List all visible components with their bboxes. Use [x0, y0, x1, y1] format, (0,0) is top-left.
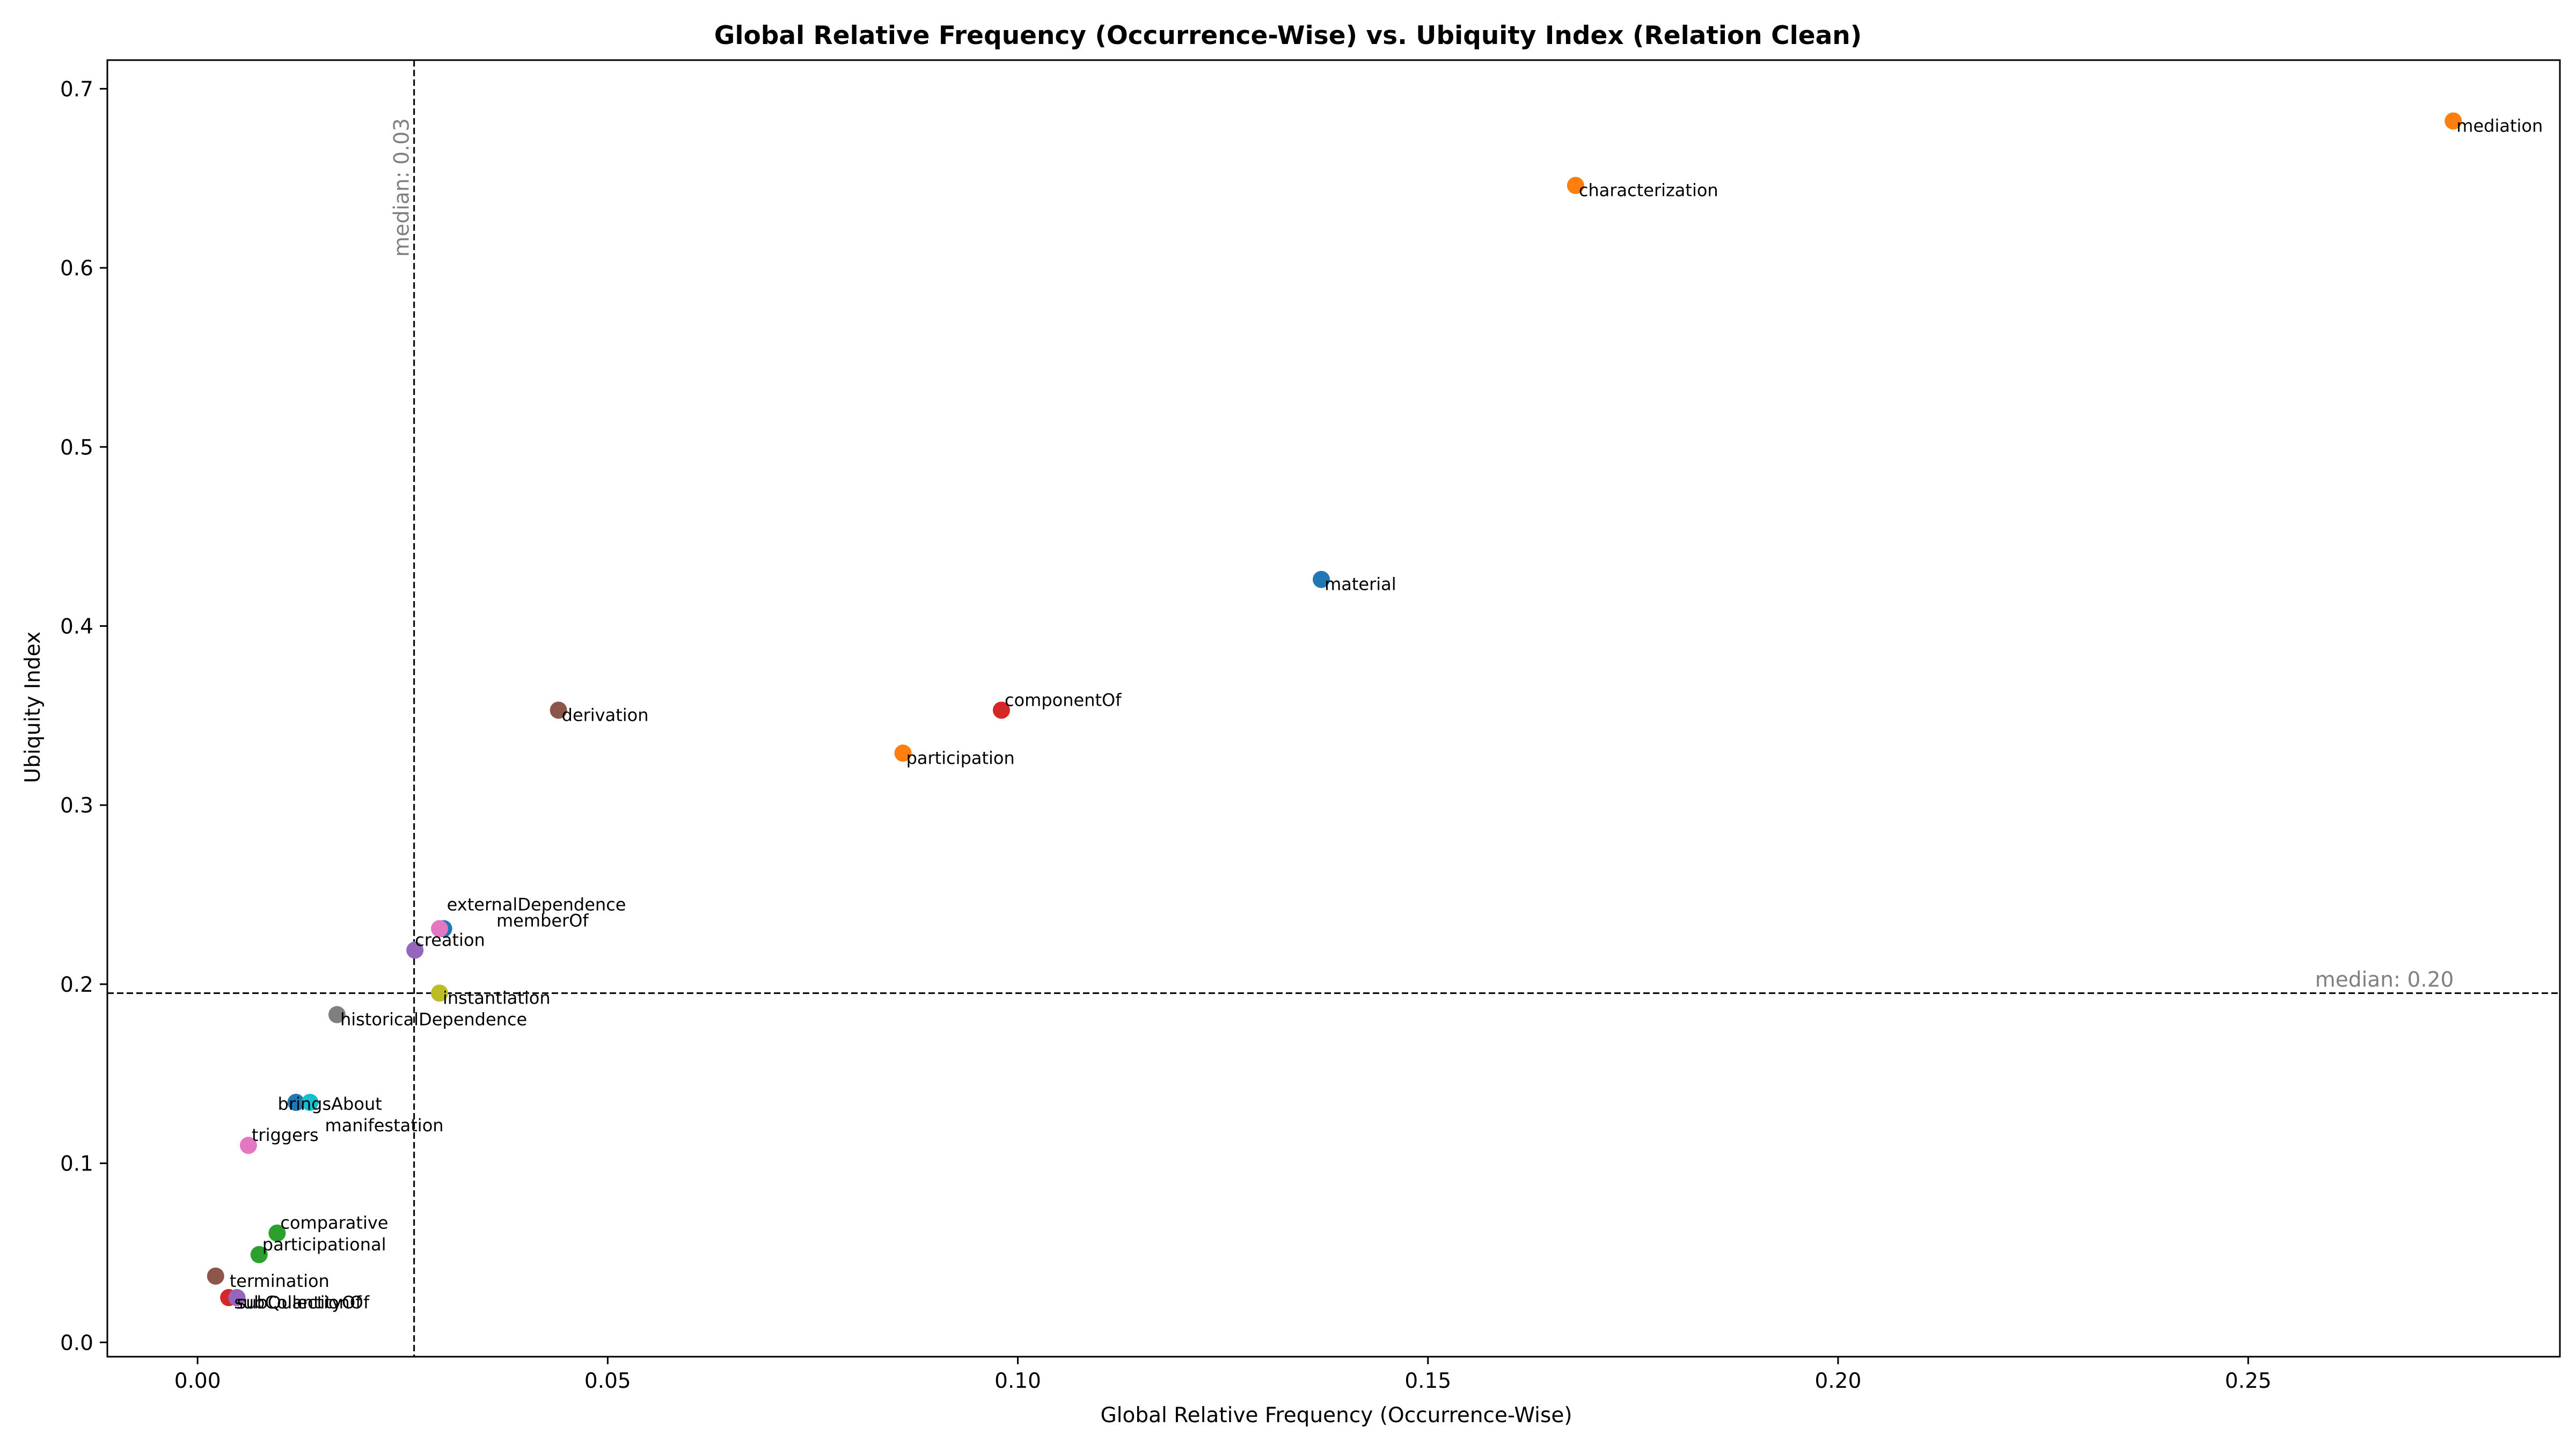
x-tick-label: 0.15: [1404, 1369, 1451, 1393]
point-mediation: [2445, 112, 2462, 130]
x-tick-label: 0.20: [1815, 1369, 1862, 1393]
chart-title: Global Relative Frequency (Occurrence-Wi…: [714, 21, 1862, 50]
point-memberOf: [431, 920, 449, 938]
point-label-mediation: mediation: [2456, 115, 2543, 136]
point-label-instantiation: instantiation: [443, 988, 551, 1008]
point-label-bringsAbout: bringsAbout: [278, 1094, 382, 1114]
point-label-componentOf: componentOf: [1005, 690, 1122, 710]
y-tick-label: 0.1: [60, 1152, 93, 1176]
point-instantiation: [431, 984, 449, 1002]
point-label-creation: creation: [415, 930, 485, 950]
point-label-termination: termination: [230, 1271, 330, 1291]
point-label-characterization: characterization: [1579, 180, 1718, 201]
x-tick-label: 0.25: [2225, 1369, 2272, 1393]
plot-area-frame: [106, 59, 2561, 1358]
point-label-historicalDependence: historicalDependence: [340, 1009, 527, 1030]
point-label-derivation: derivation: [562, 705, 649, 725]
point-label-participation: participation: [906, 748, 1015, 768]
axis-ticks: 0.00 0.05 0.10 0.15 0.20 0.25 0.0 0.1 0.2 0.3 0.4 0…: [60, 77, 2272, 1393]
y-tick-label: 0.3: [60, 794, 93, 818]
point-componentOf: [992, 701, 1010, 719]
point-label-comparative: comparative: [280, 1213, 388, 1233]
point-label-subQuantityOf: subQuantityOf: [237, 1292, 362, 1313]
point-triggers: [239, 1137, 257, 1154]
y-tick-label: 0.7: [60, 77, 93, 101]
median-lines: median: 0.03 median: 0.20: [107, 60, 2560, 1357]
point-bringsAbout: [287, 1094, 305, 1111]
point-label-externalDependence: externalDependence: [447, 894, 626, 914]
point-participation: [894, 744, 912, 762]
point-labels: mediation characterization material compone…: [230, 115, 2543, 1312]
median-y-label: median: 0.20: [2315, 968, 2454, 992]
point-subQuantityOf: [228, 1289, 246, 1306]
y-tick-label: 0.6: [60, 257, 93, 281]
data-points: [207, 112, 2462, 1306]
point-label-memberOf: memberOf: [496, 910, 589, 931]
point-participational: [250, 1246, 268, 1263]
y-tick-label: 0.2: [60, 973, 93, 997]
point-characterization: [1567, 177, 1584, 194]
median-x-label: median: 0.03: [390, 118, 414, 257]
point-manifestation: [301, 1094, 319, 1111]
point-label-triggers: triggers: [252, 1125, 319, 1145]
y-tick-label: 0.5: [60, 436, 93, 460]
point-label-subCollectionOf: subCollectionOf: [234, 1292, 370, 1313]
y-axis-label: Ubiquity Index: [21, 632, 45, 784]
point-historicalDependence: [328, 1006, 346, 1023]
x-tick-label: 0.05: [584, 1369, 631, 1393]
y-tick-label: 0.0: [60, 1331, 93, 1355]
point-comparative: [268, 1224, 286, 1242]
x-axis-label: Global Relative Frequency (Occurrence-Wi…: [1100, 1403, 1572, 1428]
y-tick-label: 0.4: [60, 614, 93, 639]
point-creation: [406, 941, 424, 959]
point-material: [1313, 570, 1330, 588]
x-tick-label: 0.10: [994, 1369, 1041, 1393]
point-derivation: [550, 701, 567, 719]
point-label-manifestation: manifestation: [325, 1115, 444, 1136]
point-termination: [207, 1267, 224, 1285]
point-label-material: material: [1324, 574, 1396, 595]
x-tick-label: 0.00: [174, 1369, 221, 1393]
point-label-participational: participational: [262, 1234, 386, 1255]
